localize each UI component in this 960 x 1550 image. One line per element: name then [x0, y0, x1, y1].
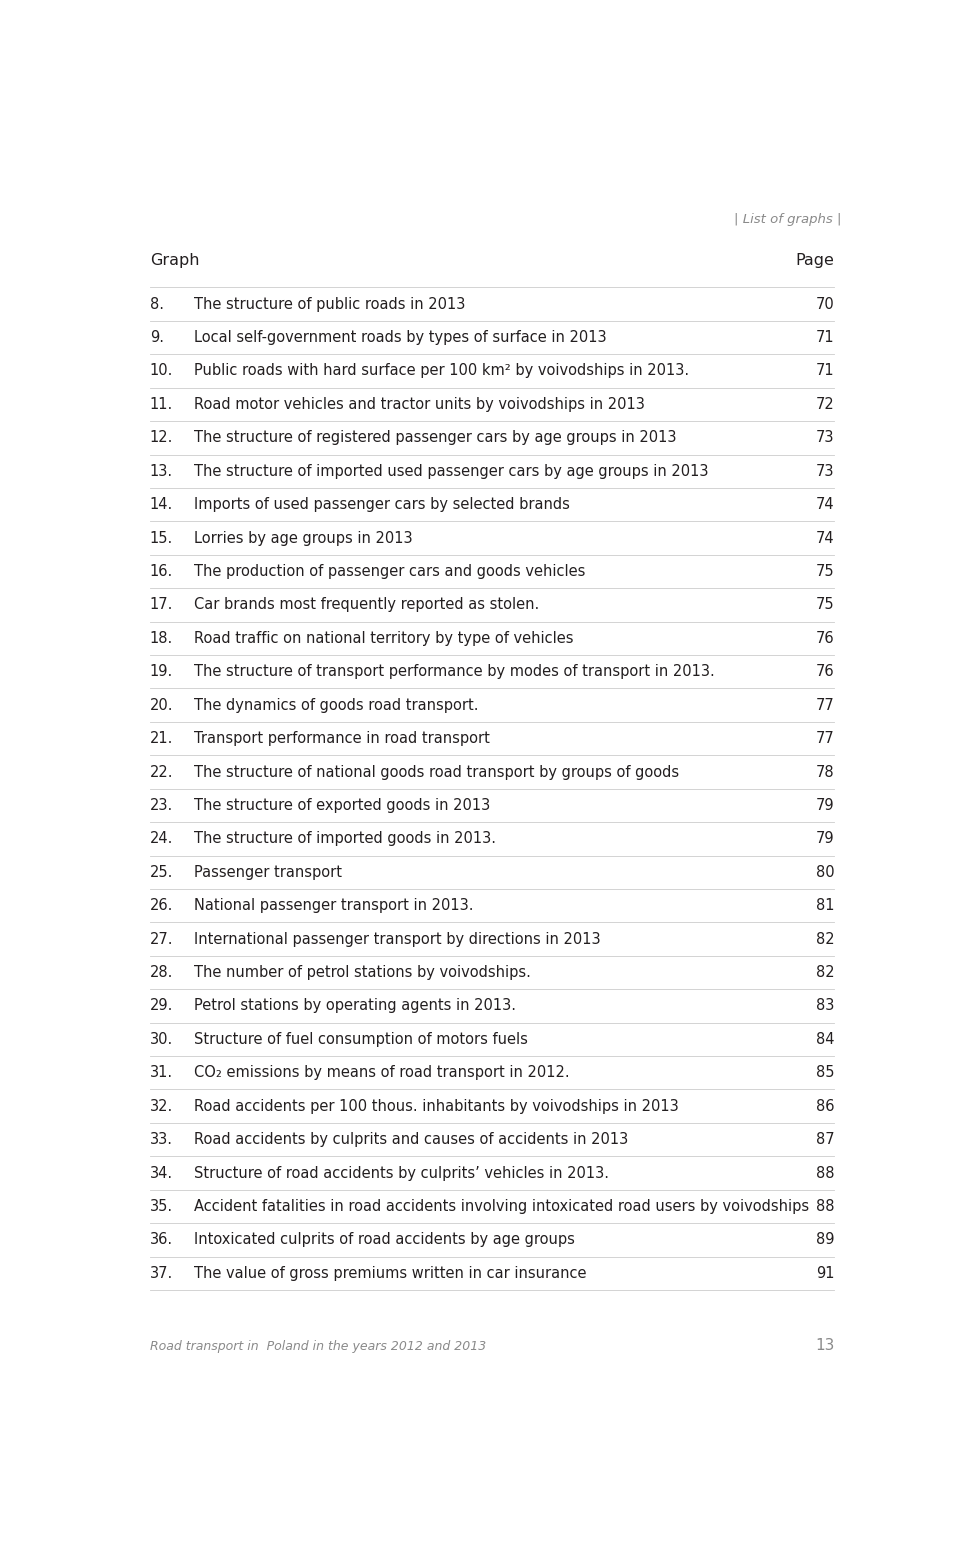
Text: 79: 79 — [816, 798, 834, 812]
Text: 77: 77 — [815, 732, 834, 746]
Text: Passenger transport: Passenger transport — [194, 865, 343, 880]
Text: Structure of road accidents by culprits’ vehicles in 2013.: Structure of road accidents by culprits’… — [194, 1166, 610, 1181]
Text: The structure of imported goods in 2013.: The structure of imported goods in 2013. — [194, 831, 496, 846]
Text: Structure of fuel consumption of motors fuels: Structure of fuel consumption of motors … — [194, 1032, 528, 1046]
Text: Imports of used passenger cars by selected brands: Imports of used passenger cars by select… — [194, 498, 570, 512]
Text: The structure of transport performance by modes of transport in 2013.: The structure of transport performance b… — [194, 665, 715, 679]
Text: International passenger transport by directions in 2013: International passenger transport by dir… — [194, 932, 601, 947]
Text: Public roads with hard surface per 100 km² by voivodships in 2013.: Public roads with hard surface per 100 k… — [194, 364, 689, 378]
Text: 8.: 8. — [150, 296, 164, 312]
Text: 15.: 15. — [150, 530, 173, 546]
Text: 36.: 36. — [150, 1232, 173, 1248]
Text: The number of petrol stations by voivodships.: The number of petrol stations by voivods… — [194, 966, 531, 980]
Text: 33.: 33. — [150, 1132, 173, 1147]
Text: 10.: 10. — [150, 364, 173, 378]
Text: 71: 71 — [816, 364, 834, 378]
Text: 74: 74 — [816, 498, 834, 512]
Text: The structure of exported goods in 2013: The structure of exported goods in 2013 — [194, 798, 491, 812]
Text: 84: 84 — [816, 1032, 834, 1046]
Text: 71: 71 — [816, 330, 834, 346]
Text: 72: 72 — [815, 397, 834, 412]
Text: 73: 73 — [816, 463, 834, 479]
Text: 76: 76 — [816, 631, 834, 646]
Text: Road transport in  Poland in the years 2012 and 2013: Road transport in Poland in the years 20… — [150, 1341, 486, 1353]
Text: 21.: 21. — [150, 732, 173, 746]
Text: 76: 76 — [816, 665, 834, 679]
Text: 86: 86 — [816, 1099, 834, 1114]
Text: 37.: 37. — [150, 1266, 173, 1280]
Text: Accident fatalities in road accidents involving intoxicated road users by voivod: Accident fatalities in road accidents in… — [194, 1200, 809, 1214]
Text: 79: 79 — [816, 831, 834, 846]
Text: 75: 75 — [816, 564, 834, 580]
Text: Transport performance in road transport: Transport performance in road transport — [194, 732, 491, 746]
Text: 88: 88 — [816, 1166, 834, 1181]
Text: Road traffic on national territory by type of vehicles: Road traffic on national territory by ty… — [194, 631, 574, 646]
Text: 13.: 13. — [150, 463, 173, 479]
Text: 25.: 25. — [150, 865, 173, 880]
Text: 26.: 26. — [150, 897, 173, 913]
Text: 11.: 11. — [150, 397, 173, 412]
Text: 29.: 29. — [150, 998, 173, 1014]
Text: The structure of registered passenger cars by age groups in 2013: The structure of registered passenger ca… — [194, 431, 677, 445]
Text: The dynamics of goods road transport.: The dynamics of goods road transport. — [194, 698, 479, 713]
Text: National passenger transport in 2013.: National passenger transport in 2013. — [194, 897, 474, 913]
Text: Petrol stations by operating agents in 2013.: Petrol stations by operating agents in 2… — [194, 998, 516, 1014]
Text: Intoxicated culprits of road accidents by age groups: Intoxicated culprits of road accidents b… — [194, 1232, 575, 1248]
Text: 77: 77 — [815, 698, 834, 713]
Text: 19.: 19. — [150, 665, 173, 679]
Text: 20.: 20. — [150, 698, 173, 713]
Text: 18.: 18. — [150, 631, 173, 646]
Text: 75: 75 — [816, 597, 834, 612]
Text: 83: 83 — [816, 998, 834, 1014]
Text: The structure of national goods road transport by groups of goods: The structure of national goods road tra… — [194, 764, 680, 780]
Text: 89: 89 — [816, 1232, 834, 1248]
Text: 35.: 35. — [150, 1200, 173, 1214]
Text: 16.: 16. — [150, 564, 173, 580]
Text: 32.: 32. — [150, 1099, 173, 1114]
Text: 28.: 28. — [150, 966, 173, 980]
Text: Road motor vehicles and tractor units by voivodships in 2013: Road motor vehicles and tractor units by… — [194, 397, 645, 412]
Text: 82: 82 — [816, 966, 834, 980]
Text: Road accidents by culprits and causes of accidents in 2013: Road accidents by culprits and causes of… — [194, 1132, 629, 1147]
Text: 9.: 9. — [150, 330, 164, 346]
Text: The structure of imported used passenger cars by age groups in 2013: The structure of imported used passenger… — [194, 463, 708, 479]
Text: 81: 81 — [816, 897, 834, 913]
Text: 23.: 23. — [150, 798, 173, 812]
Text: | List of graphs |: | List of graphs | — [734, 214, 842, 226]
Text: 88: 88 — [816, 1200, 834, 1214]
Text: 74: 74 — [816, 530, 834, 546]
Text: 91: 91 — [816, 1266, 834, 1280]
Text: 30.: 30. — [150, 1032, 173, 1046]
Text: The value of gross premiums written in car insurance: The value of gross premiums written in c… — [194, 1266, 587, 1280]
Text: 82: 82 — [816, 932, 834, 947]
Text: Car brands most frequently reported as stolen.: Car brands most frequently reported as s… — [194, 597, 540, 612]
Text: Road accidents per 100 thous. inhabitants by voivodships in 2013: Road accidents per 100 thous. inhabitant… — [194, 1099, 679, 1114]
Text: 17.: 17. — [150, 597, 173, 612]
Text: 31.: 31. — [150, 1065, 173, 1080]
Text: 24.: 24. — [150, 831, 173, 846]
Text: 13: 13 — [815, 1338, 834, 1353]
Text: Lorries by age groups in 2013: Lorries by age groups in 2013 — [194, 530, 413, 546]
Text: 14.: 14. — [150, 498, 173, 512]
Text: 70: 70 — [815, 296, 834, 312]
Text: 34.: 34. — [150, 1166, 173, 1181]
Text: 80: 80 — [816, 865, 834, 880]
Text: 12.: 12. — [150, 431, 173, 445]
Text: CO₂ emissions by means of road transport in 2012.: CO₂ emissions by means of road transport… — [194, 1065, 570, 1080]
Text: Graph: Graph — [150, 253, 200, 268]
Text: Page: Page — [796, 253, 834, 268]
Text: 73: 73 — [816, 431, 834, 445]
Text: The production of passenger cars and goods vehicles: The production of passenger cars and goo… — [194, 564, 586, 580]
Text: 22.: 22. — [150, 764, 173, 780]
Text: Local self-government roads by types of surface in 2013: Local self-government roads by types of … — [194, 330, 607, 346]
Text: 27.: 27. — [150, 932, 173, 947]
Text: 85: 85 — [816, 1065, 834, 1080]
Text: 87: 87 — [816, 1132, 834, 1147]
Text: The structure of public roads in 2013: The structure of public roads in 2013 — [194, 296, 466, 312]
Text: 78: 78 — [816, 764, 834, 780]
